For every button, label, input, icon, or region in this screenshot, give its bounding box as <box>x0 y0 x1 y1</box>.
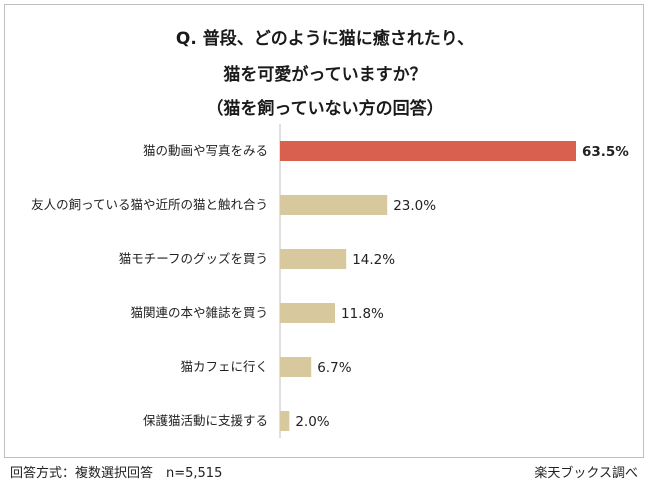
data-label: 23.0% <box>393 198 436 214</box>
category-label: 友人の飼っている猫や近所の猫と触れ合う <box>31 197 268 212</box>
chart-frame <box>4 4 644 458</box>
category-label: 猫関連の本や雑誌を買う <box>130 305 268 320</box>
chart-title-line-1: Q. 普段、どのように猫に癒されたり、 <box>175 29 475 49</box>
chart-title-line-3: （猫を飼っていない方の回答） <box>206 99 444 119</box>
data-label: 63.5% <box>582 144 629 160</box>
category-label: 猫の動画や写真をみる <box>143 143 268 158</box>
bar <box>280 303 336 323</box>
bar <box>280 357 312 377</box>
category-label: 保護猫活動に支援する <box>143 413 268 428</box>
bar-chart: 猫の動画や写真をみる 63.5% 友人の飼っている猫や近所の猫と触れ合う 23.0% 猫… <box>31 124 629 438</box>
bar <box>280 249 347 269</box>
category-label: 猫カフェに行く <box>180 359 268 374</box>
category-label: 猫モチーフのグッズを買う <box>119 251 268 266</box>
data-label: 2.0% <box>295 414 329 430</box>
data-label: 11.8% <box>341 306 384 322</box>
footer-method: 回答方式：複数選択回答 n=5,515 <box>10 466 223 481</box>
bar <box>280 195 388 215</box>
data-label: 6.7% <box>317 360 351 376</box>
bar <box>280 411 290 431</box>
bar <box>280 141 576 161</box>
chart-title-line-2: 猫を可愛がっていますか？ <box>223 65 427 85</box>
footer-source: 楽天ブックス調べ <box>534 466 638 481</box>
data-label: 14.2% <box>352 252 395 268</box>
